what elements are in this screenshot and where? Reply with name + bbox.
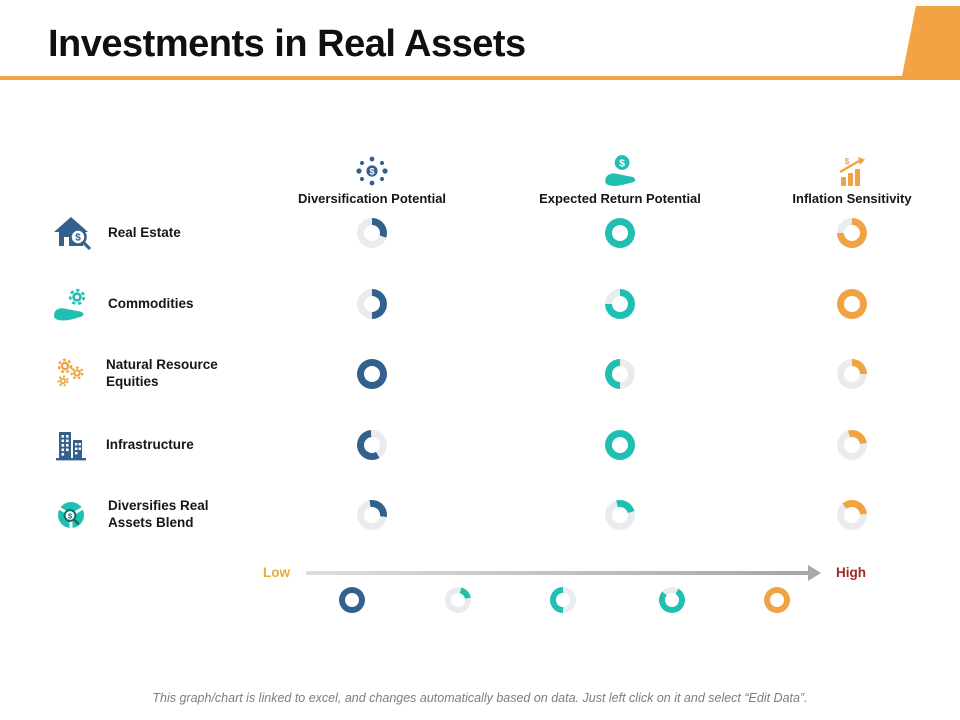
legend-low-label: Low	[263, 565, 290, 580]
legend-ring-1	[339, 587, 365, 613]
svg-text:$: $	[75, 233, 81, 244]
row-label: Diversifies Real Assets Blend	[108, 498, 209, 530]
column-label: Diversification Potential	[297, 191, 447, 206]
corner-accent-shape	[902, 6, 960, 76]
row-real-estate: $ Real Estate	[52, 211, 242, 255]
column-label: Expected Return Potential	[539, 191, 701, 206]
row-label: Infrastructure	[106, 436, 194, 452]
icon-wrap: $	[520, 148, 720, 188]
row-infrastructure: Infrastructure	[52, 423, 240, 467]
legend-ring-4	[659, 587, 685, 613]
ring-blend-inflation	[837, 500, 867, 530]
legend-arrow-line	[306, 571, 808, 575]
ring-blend-return	[605, 500, 635, 530]
column-header-inflation-sensitivity: $ Inflation Sensitivity	[752, 148, 952, 206]
svg-text:$: $	[369, 166, 374, 176]
legend-ring-3	[550, 587, 576, 613]
ring-natural-resource-diversification	[357, 359, 387, 389]
column-header-expected-return-potential: $ Expected Return Potential	[520, 148, 720, 206]
natural-resource-equities-icon	[57, 358, 84, 387]
ring-natural-resource-return	[605, 359, 635, 389]
diversifies-real-assets-blend-icon: $	[58, 502, 84, 528]
svg-text:$: $	[845, 157, 850, 166]
expected-return-potential-icon: $	[605, 155, 636, 186]
ring-commodities-inflation	[837, 289, 867, 319]
ring-commodities-diversification	[357, 289, 387, 319]
row-label: Real Estate	[108, 224, 181, 240]
column-header-diversification-potential: $ Diversification Potential	[272, 148, 472, 206]
ring-commodities-return	[605, 289, 635, 319]
row-diversifies-real-assets-blend: $ Diversifies Real Assets Blend	[52, 493, 242, 537]
ring-infrastructure-inflation	[837, 430, 867, 460]
column-label: Inflation Sensitivity	[792, 191, 912, 206]
ring-blend-diversification	[357, 500, 387, 530]
legend-ring-5	[764, 587, 790, 613]
ring-real-estate-diversification	[357, 218, 387, 248]
svg-text:$: $	[619, 157, 625, 169]
ring-natural-resource-inflation	[837, 359, 867, 389]
title-underline	[0, 76, 960, 80]
icon-wrap: $	[272, 148, 472, 188]
infrastructure-icon	[56, 432, 86, 461]
row-label: Commodities	[108, 295, 194, 311]
page-title: Investments in Real Assets	[48, 23, 526, 65]
ring-infrastructure-diversification	[357, 430, 387, 460]
legend-high-label: High	[836, 565, 866, 580]
legend-ring-2	[445, 587, 471, 613]
row-label: Natural Resource Equities	[106, 357, 218, 389]
footer-note: This graph/chart is linked to excel, and…	[152, 691, 808, 705]
ring-real-estate-return	[605, 218, 635, 248]
icon-wrap: $	[752, 148, 952, 188]
row-natural-resource-equities: Natural Resource Equities	[52, 352, 240, 396]
legend-arrow-head-icon	[808, 565, 821, 581]
svg-text:$: $	[68, 511, 73, 520]
diversification-potential-icon: $	[356, 156, 388, 186]
commodities-icon	[54, 288, 86, 321]
ring-real-estate-inflation	[837, 218, 867, 248]
row-commodities: Commodities	[52, 282, 242, 326]
inflation-sensitivity-icon: $	[839, 157, 865, 186]
ring-infrastructure-return	[605, 430, 635, 460]
real-estate-icon: $	[54, 217, 91, 250]
